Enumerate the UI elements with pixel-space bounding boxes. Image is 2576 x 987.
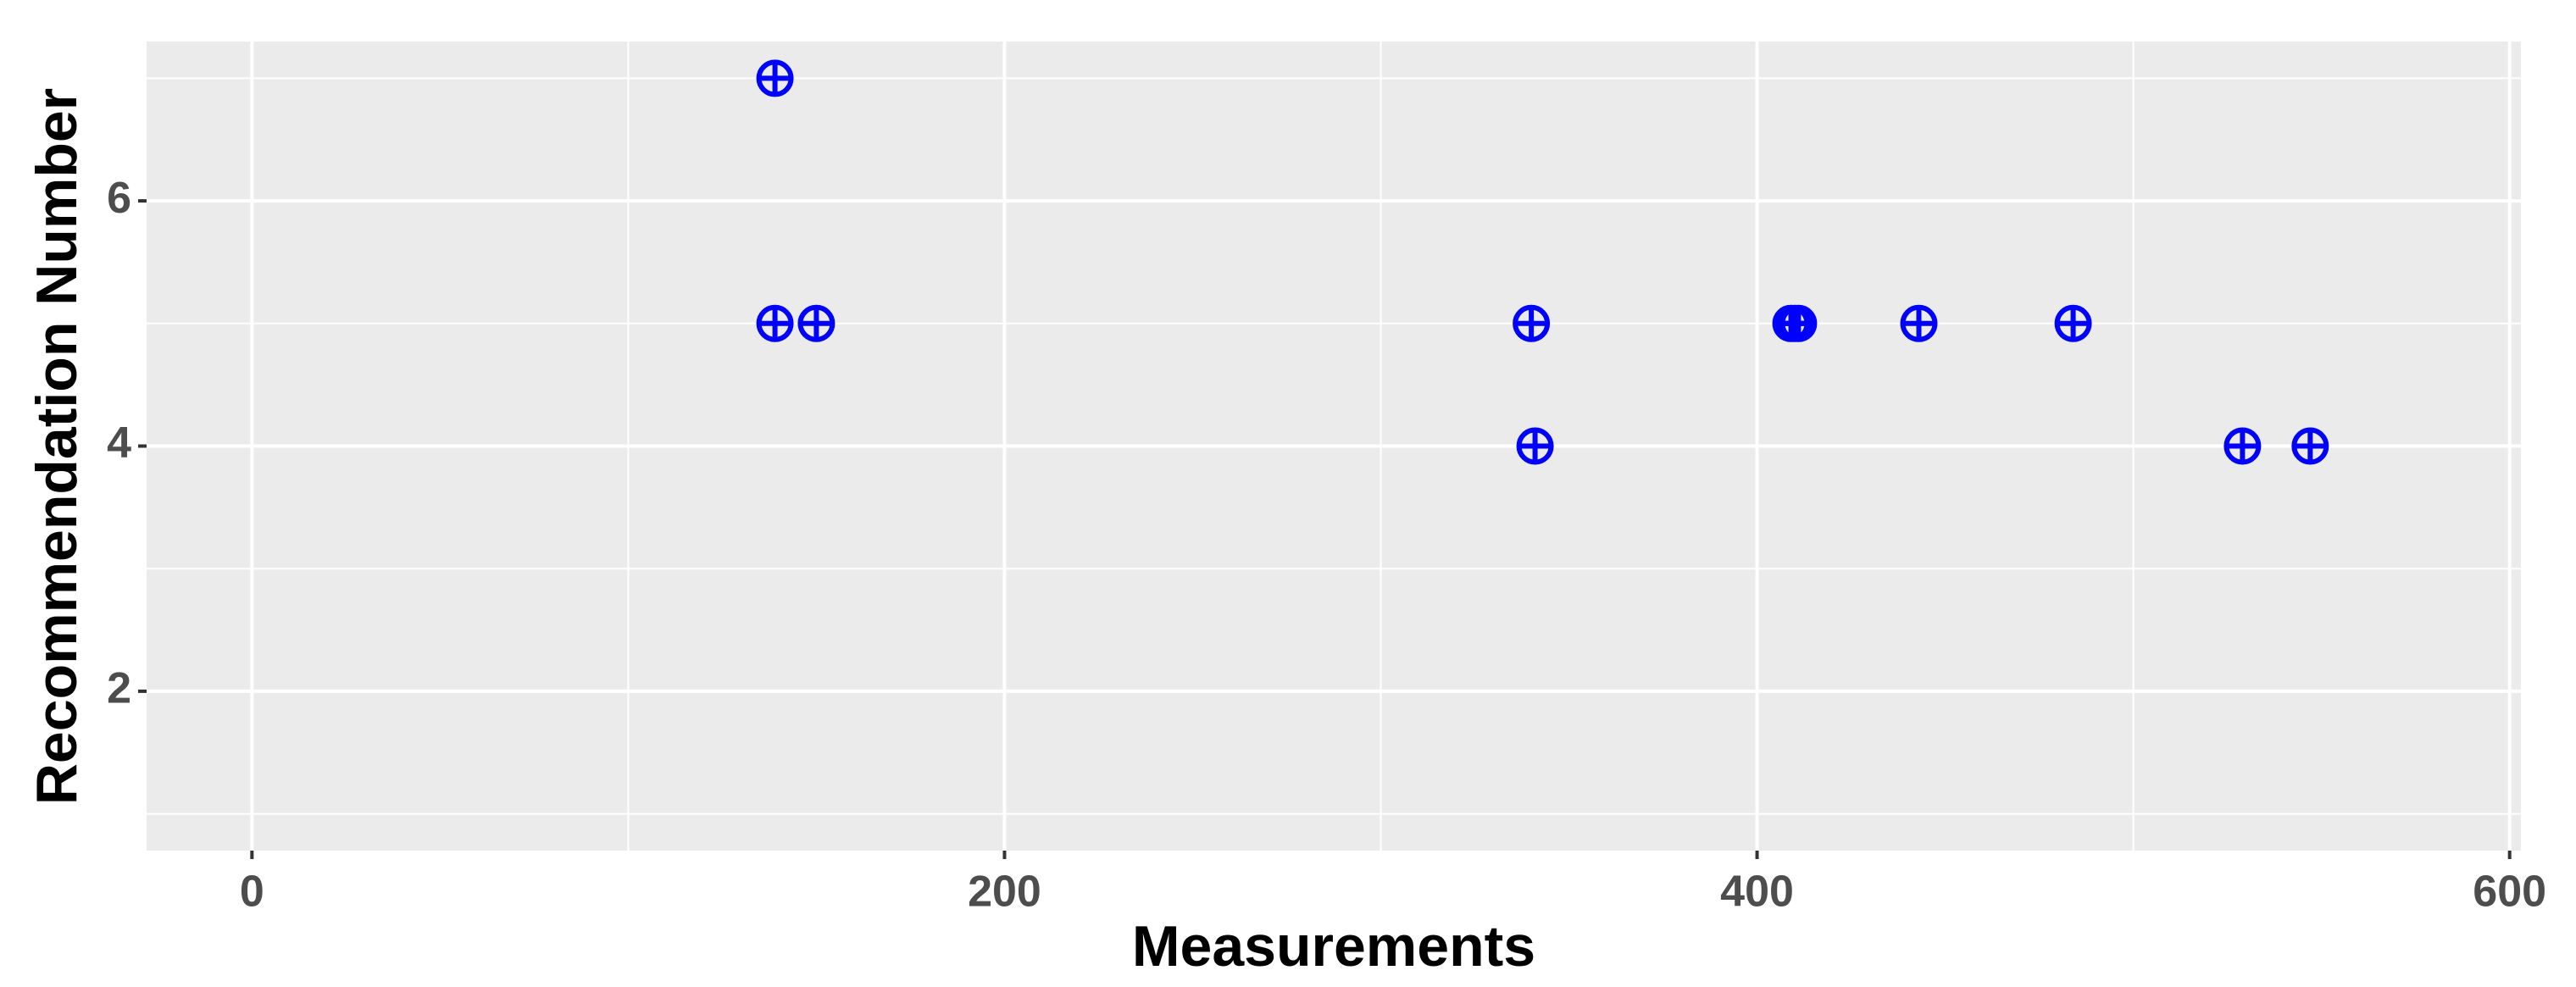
point: [2291, 427, 2329, 465]
y-axis-title: Recommendation Number: [25, 88, 89, 805]
y-tick-label: 4: [107, 419, 131, 468]
point: [1516, 427, 1554, 465]
x-tick-label: 0: [240, 868, 264, 917]
point: [756, 304, 794, 342]
x-tick-label: 200: [968, 868, 1041, 917]
point: [1513, 304, 1551, 342]
point: [2223, 427, 2262, 465]
point: [1900, 304, 1938, 342]
point: [756, 59, 794, 97]
y-tick-label: 6: [107, 174, 131, 223]
point: [2054, 304, 2092, 342]
point: [1779, 304, 1818, 342]
point: [797, 304, 836, 342]
y-tick-label: 2: [107, 664, 131, 713]
x-tick-label: 600: [2473, 868, 2546, 917]
x-tick-label: 400: [1720, 868, 1794, 917]
x-axis-title: Measurements: [1132, 914, 1535, 979]
